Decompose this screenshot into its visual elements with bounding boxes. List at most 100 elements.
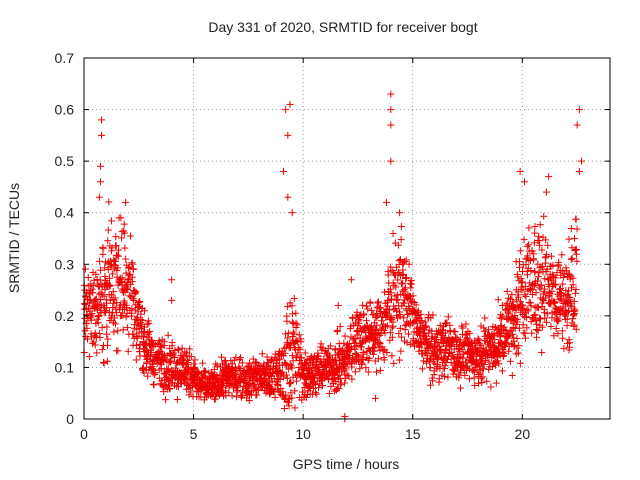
data-point [362, 317, 370, 325]
data-point [284, 193, 292, 201]
data-point [402, 274, 410, 282]
data-point [104, 237, 112, 245]
data-point [184, 358, 192, 366]
data-point [508, 372, 516, 380]
data-point [394, 296, 402, 304]
data-point [562, 292, 570, 300]
data-point [400, 314, 408, 322]
data-point [436, 321, 444, 329]
data-point [287, 389, 295, 397]
data-point [489, 332, 497, 340]
data-point [336, 323, 344, 331]
data-point [572, 325, 580, 333]
data-point [168, 276, 176, 284]
data-point [289, 357, 297, 365]
data-point [150, 381, 158, 389]
data-point [538, 246, 546, 254]
data-point [396, 209, 404, 217]
data-point [556, 288, 564, 296]
data-point [147, 348, 155, 356]
data-point [187, 388, 195, 396]
data-point [535, 237, 543, 245]
data-point [459, 324, 467, 332]
data-point [334, 302, 342, 310]
data-point [519, 321, 527, 329]
data-point [104, 341, 112, 349]
data-point [162, 396, 170, 404]
data-point [388, 324, 396, 332]
data-point [262, 375, 270, 383]
data-point [297, 337, 305, 345]
y-tick-label: 0.3 [55, 256, 75, 272]
data-point [490, 352, 498, 360]
data-point [98, 291, 106, 299]
data-point [195, 369, 203, 377]
data-point [542, 188, 550, 196]
data-point [123, 324, 131, 332]
data-point [124, 286, 132, 294]
data-point [386, 329, 394, 337]
data-point [399, 279, 407, 287]
data-point [522, 293, 530, 301]
data-point [92, 295, 100, 303]
data-point [569, 281, 577, 289]
data-point [349, 354, 357, 362]
x-tick-label: 20 [515, 426, 531, 442]
data-point [155, 336, 163, 344]
data-point [545, 173, 553, 181]
data-point [573, 121, 581, 129]
data-point [124, 264, 132, 272]
y-tick-label: 0.7 [55, 50, 75, 66]
data-point [362, 364, 370, 372]
data-point [527, 267, 535, 275]
tick-labels: 0 5 10 15 20 0 0.1 0.2 0.3 0.4 0.5 0.6 0.7 [55, 50, 531, 442]
data-point [325, 351, 333, 359]
data-point [282, 106, 290, 114]
data-point [575, 167, 583, 175]
data-point [119, 326, 127, 334]
data-point [84, 274, 92, 282]
data-point [542, 251, 550, 259]
data-point [435, 375, 443, 383]
data-point [280, 404, 288, 412]
data-point [137, 324, 145, 332]
data-point [108, 291, 116, 299]
data-point [164, 331, 172, 339]
data-point [401, 296, 409, 304]
data-point [105, 308, 113, 316]
data-point [409, 292, 417, 300]
data-point [388, 333, 396, 341]
data-point [558, 334, 566, 342]
data-point [504, 332, 512, 340]
data-point [187, 353, 195, 361]
data-point [407, 284, 415, 292]
data-point [521, 334, 529, 342]
data-point [90, 276, 98, 284]
data-point [139, 365, 147, 373]
data-point [129, 265, 137, 273]
data-point [390, 359, 398, 367]
data-point [335, 340, 343, 348]
data-point [378, 317, 386, 325]
data-point [413, 308, 421, 316]
data-point [288, 209, 296, 217]
data-point [569, 274, 577, 282]
data-point [335, 385, 343, 393]
data-point [535, 269, 543, 277]
data-point [105, 282, 113, 290]
data-point [183, 349, 191, 357]
data-point [375, 338, 383, 346]
data-point [211, 384, 219, 392]
data-point [228, 392, 236, 400]
data-point [523, 242, 531, 250]
data-point [528, 329, 536, 337]
data-point [122, 313, 130, 321]
data-point [567, 255, 575, 263]
data-point [563, 321, 571, 329]
data-point [500, 323, 508, 331]
data-point [451, 367, 459, 375]
data-point [389, 318, 397, 326]
data-point [531, 268, 539, 276]
data-point [168, 296, 176, 304]
data-point [407, 280, 415, 288]
